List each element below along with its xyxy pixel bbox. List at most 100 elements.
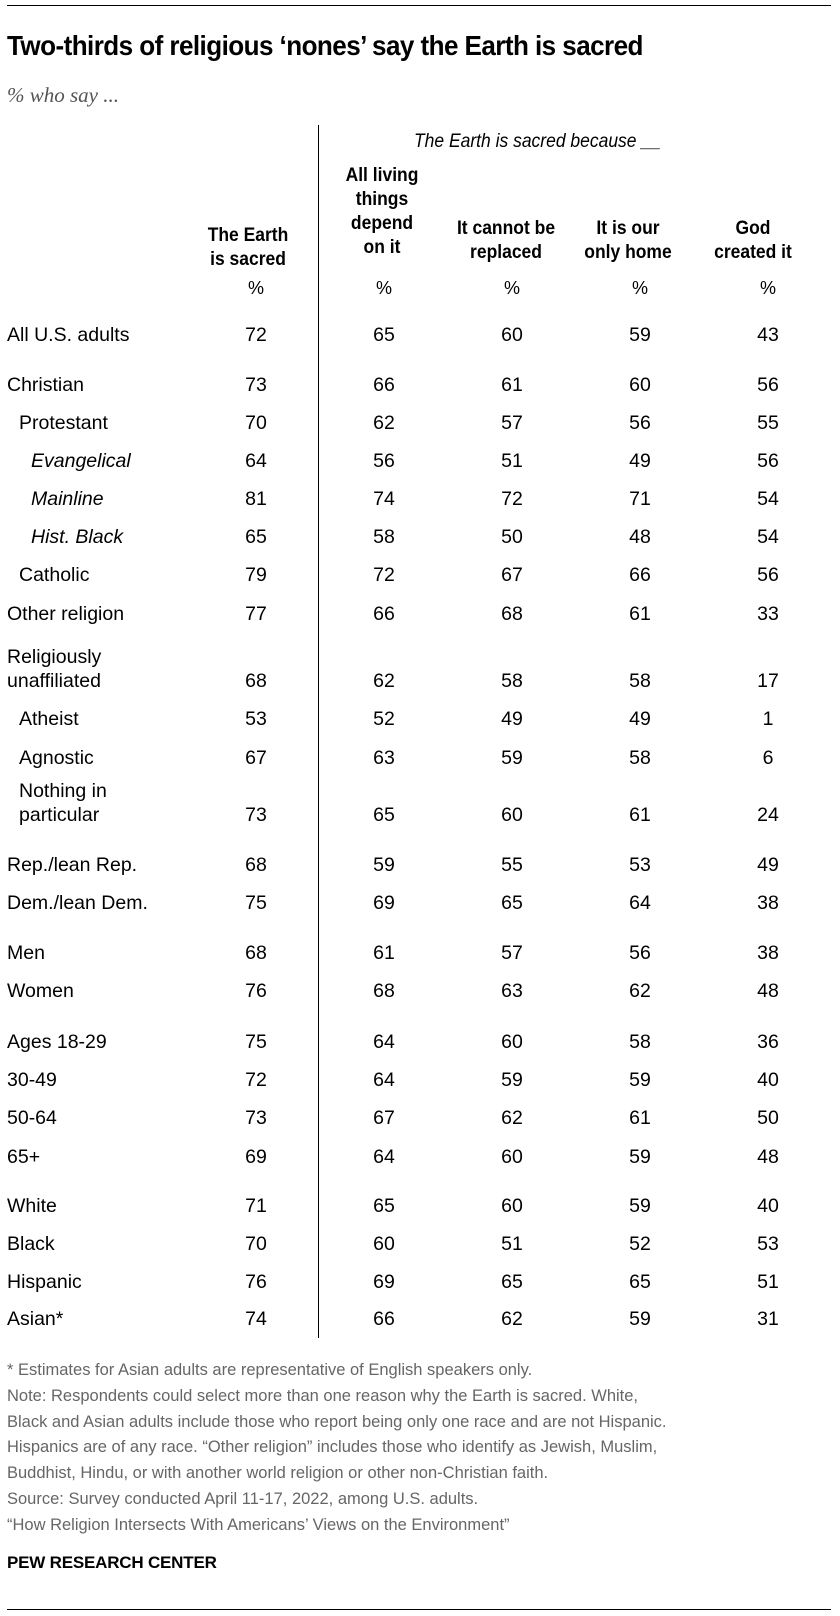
cell-value: 68 <box>245 670 267 692</box>
cell-value: 52 <box>373 708 395 730</box>
cell-value: 72 <box>373 564 395 586</box>
cell-value: 59 <box>629 1308 651 1330</box>
cell-value: 51 <box>501 450 523 472</box>
cell-value: 63 <box>501 980 523 1002</box>
row-label: Rep./lean Rep. <box>7 854 138 876</box>
bottom-rule <box>7 1609 831 1610</box>
cell-value: 55 <box>501 854 523 876</box>
footnotes: * Estimates for Asian adults are represe… <box>7 1358 837 1539</box>
cell-value: 55 <box>757 412 779 434</box>
row-label: Hispanic <box>7 1271 82 1293</box>
cell-value: 62 <box>373 412 395 434</box>
cell-value: 76 <box>245 1271 267 1293</box>
cell-value: 72 <box>245 324 267 346</box>
cell-value: 59 <box>629 1069 651 1091</box>
cell-value: 61 <box>373 942 395 964</box>
cell-value: 40 <box>757 1069 779 1091</box>
footnote-source: Source: Survey conducted April 11-17, 20… <box>7 1489 479 1508</box>
row-label: Catholic <box>19 564 90 586</box>
cell-value: 17 <box>757 670 779 692</box>
unit-label: % <box>247 278 264 298</box>
cell-value: 59 <box>501 747 523 769</box>
cell-value: 56 <box>629 412 651 434</box>
cell-value: 74 <box>245 1308 267 1330</box>
chart-title: Two-thirds of religious ‘nones’ say the … <box>7 30 643 61</box>
cell-value: 59 <box>373 854 395 876</box>
cell-value: 62 <box>501 1308 523 1330</box>
cell-value: 38 <box>757 892 779 914</box>
cell-value: 63 <box>373 747 395 769</box>
footnote-report-title: “How Religion Intersects With Americans’… <box>7 1515 510 1534</box>
cell-value: 6 <box>762 747 774 769</box>
cell-value: 64 <box>373 1031 395 1053</box>
cell-value: 64 <box>373 1069 395 1091</box>
cell-value: 64 <box>629 892 651 914</box>
row-label: 30-49 <box>7 1069 57 1091</box>
row-label: Evangelical <box>31 450 131 472</box>
cell-value: 65 <box>245 526 267 548</box>
cell-value: 76 <box>245 980 267 1002</box>
cell-value: 65 <box>501 892 523 914</box>
cell-value: 79 <box>245 564 267 586</box>
column-header-cannot-replace: It cannot be replaced <box>456 218 556 263</box>
cell-value: 1 <box>762 708 774 730</box>
unit-label: % <box>503 278 520 298</box>
cell-value: 60 <box>629 374 651 396</box>
cell-value: 65 <box>501 1271 523 1293</box>
cell-value: 54 <box>757 488 779 510</box>
row-label: Dem./lean Dem. <box>7 892 148 914</box>
cell-value: 38 <box>757 942 779 964</box>
row-label: White <box>7 1195 57 1217</box>
cell-value: 60 <box>501 1195 523 1217</box>
cell-value: 56 <box>757 564 779 586</box>
cell-value: 56 <box>757 450 779 472</box>
cell-value: 65 <box>373 1195 395 1217</box>
group-header: The Earth is sacred because __ <box>414 131 661 152</box>
cell-value: 69 <box>373 1271 395 1293</box>
cell-value: 48 <box>757 1146 779 1168</box>
cell-value: 66 <box>373 603 395 625</box>
cell-value: 68 <box>501 603 523 625</box>
cell-value: 69 <box>245 1146 267 1168</box>
row-label: Women <box>7 980 74 1002</box>
row-label: Christian <box>7 374 84 396</box>
cell-value: 56 <box>373 450 395 472</box>
cell-value: 70 <box>245 412 267 434</box>
cell-value: 64 <box>245 450 267 472</box>
cell-value: 65 <box>373 804 395 826</box>
footnote-note: Black and Asian adults include those who… <box>7 1412 667 1431</box>
cell-value: 56 <box>629 942 651 964</box>
cell-value: 60 <box>373 1233 395 1255</box>
cell-value: 58 <box>629 747 651 769</box>
cell-value: 58 <box>501 670 523 692</box>
column-header-earth-sacred: The Earth is sacred <box>207 225 289 270</box>
cell-value: 31 <box>757 1308 779 1330</box>
row-label: Ages 18-29 <box>7 1031 107 1053</box>
cell-value: 75 <box>245 1031 267 1053</box>
cell-value: 50 <box>757 1107 779 1129</box>
cell-value: 62 <box>501 1107 523 1129</box>
cell-value: 59 <box>629 1195 651 1217</box>
row-label: Black <box>7 1233 55 1255</box>
row-label: Asian* <box>7 1308 64 1330</box>
cell-value: 33 <box>757 603 779 625</box>
cell-value: 74 <box>373 488 395 510</box>
row-label: Protestant <box>19 412 108 434</box>
row-label: Religiously unaffiliated <box>7 646 102 692</box>
cell-value: 66 <box>373 1308 395 1330</box>
cell-value: 58 <box>629 670 651 692</box>
unit-label: % <box>759 278 776 298</box>
unit-label: % <box>631 278 648 298</box>
cell-value: 70 <box>245 1233 267 1255</box>
cell-value: 73 <box>245 804 267 826</box>
cell-value: 73 <box>245 1107 267 1129</box>
cell-value: 67 <box>373 1107 395 1129</box>
unit-label: % <box>375 278 392 298</box>
cell-value: 54 <box>757 526 779 548</box>
footnote-note: Note: Respondents could select more than… <box>7 1386 639 1405</box>
cell-value: 65 <box>629 1271 651 1293</box>
cell-value: 66 <box>373 374 395 396</box>
cell-value: 50 <box>501 526 523 548</box>
row-label: Agnostic <box>19 747 94 769</box>
cell-value: 36 <box>757 1031 779 1053</box>
